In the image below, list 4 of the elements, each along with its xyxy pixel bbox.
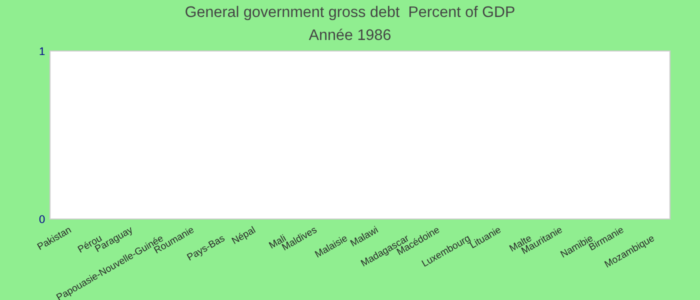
y-tick-label: 0 bbox=[39, 215, 45, 224]
y-tick-label: 1 bbox=[40, 47, 45, 56]
chart-title: General government gross debt Percent of GDP bbox=[186, 6, 514, 20]
chart-subtitle: Année 1986 bbox=[308, 28, 391, 40]
